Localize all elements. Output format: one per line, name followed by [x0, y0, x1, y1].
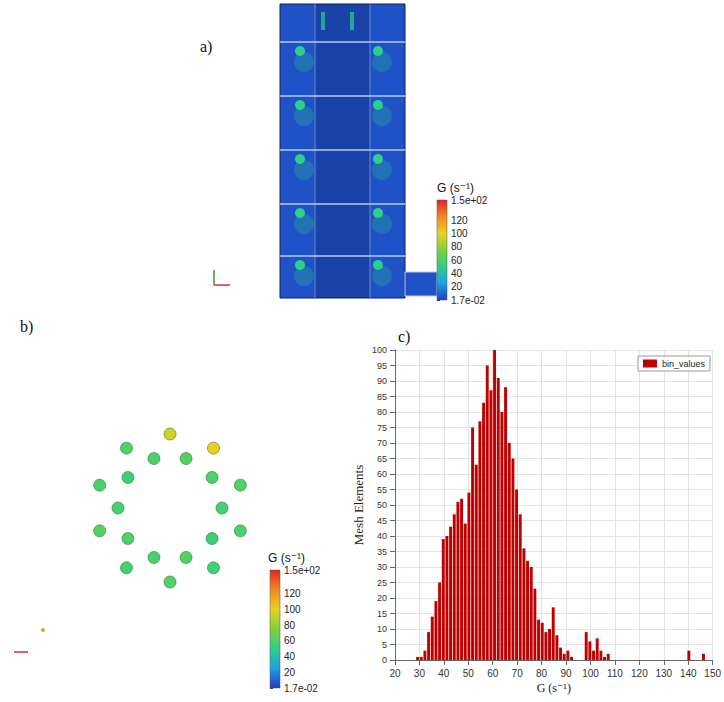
svg-text:G (s⁻¹): G (s⁻¹) [268, 551, 305, 565]
svg-text:100: 100 [372, 345, 387, 355]
svg-text:c): c) [398, 328, 410, 346]
svg-text:40: 40 [451, 268, 463, 279]
svg-text:30: 30 [377, 562, 387, 572]
svg-text:G (s⁻¹): G (s⁻¹) [537, 681, 571, 695]
svg-text:60: 60 [377, 469, 387, 479]
svg-text:130: 130 [655, 668, 672, 679]
svg-text:140: 140 [680, 668, 697, 679]
svg-text:20: 20 [451, 281, 463, 292]
svg-text:60: 60 [451, 255, 463, 266]
svg-text:80: 80 [536, 668, 548, 679]
svg-text:b): b) [20, 318, 33, 336]
svg-text:1.7e-02: 1.7e-02 [284, 683, 318, 694]
svg-text:75: 75 [377, 423, 387, 433]
svg-text:150: 150 [704, 668, 721, 679]
svg-text:85: 85 [377, 392, 387, 402]
svg-text:20: 20 [389, 668, 401, 679]
svg-text:bin_values: bin_values [662, 359, 706, 369]
svg-text:45: 45 [377, 516, 387, 526]
svg-text:1.5e+02: 1.5e+02 [284, 565, 321, 576]
svg-text:95: 95 [377, 361, 387, 371]
svg-text:20: 20 [377, 593, 387, 603]
svg-text:120: 120 [284, 588, 301, 599]
svg-text:40: 40 [377, 531, 387, 541]
svg-text:90: 90 [560, 668, 572, 679]
svg-text:70: 70 [377, 438, 387, 448]
svg-text:100: 100 [451, 228, 468, 239]
svg-text:0: 0 [382, 655, 387, 665]
svg-text:25: 25 [377, 578, 387, 588]
svg-text:120: 120 [451, 215, 468, 226]
svg-text:15: 15 [377, 609, 387, 619]
svg-text:80: 80 [377, 407, 387, 417]
svg-text:55: 55 [377, 485, 387, 495]
svg-text:10: 10 [377, 624, 387, 634]
svg-text:65: 65 [377, 454, 387, 464]
svg-text:40: 40 [284, 651, 296, 662]
svg-text:1.5e+02: 1.5e+02 [451, 195, 488, 206]
svg-text:60: 60 [284, 635, 296, 646]
svg-text:20: 20 [284, 667, 296, 678]
svg-text:5: 5 [382, 640, 387, 650]
svg-text:70: 70 [512, 668, 524, 679]
svg-text:30: 30 [414, 668, 426, 679]
svg-text:1.7e-02: 1.7e-02 [451, 295, 485, 306]
svg-text:40: 40 [438, 668, 450, 679]
svg-text:a): a) [200, 38, 212, 56]
svg-text:110: 110 [607, 668, 623, 679]
svg-text:80: 80 [451, 241, 463, 252]
svg-text:Mesh Elements: Mesh Elements [351, 465, 366, 546]
svg-text:G (s⁻¹): G (s⁻¹) [437, 181, 474, 195]
svg-text:80: 80 [284, 620, 296, 631]
svg-text:50: 50 [377, 500, 387, 510]
svg-text:120: 120 [631, 668, 648, 679]
svg-text:100: 100 [284, 604, 301, 615]
svg-text:90: 90 [377, 376, 387, 386]
svg-text:50: 50 [463, 668, 475, 679]
svg-text:35: 35 [377, 547, 387, 557]
svg-text:60: 60 [487, 668, 499, 679]
svg-text:100: 100 [582, 668, 599, 679]
